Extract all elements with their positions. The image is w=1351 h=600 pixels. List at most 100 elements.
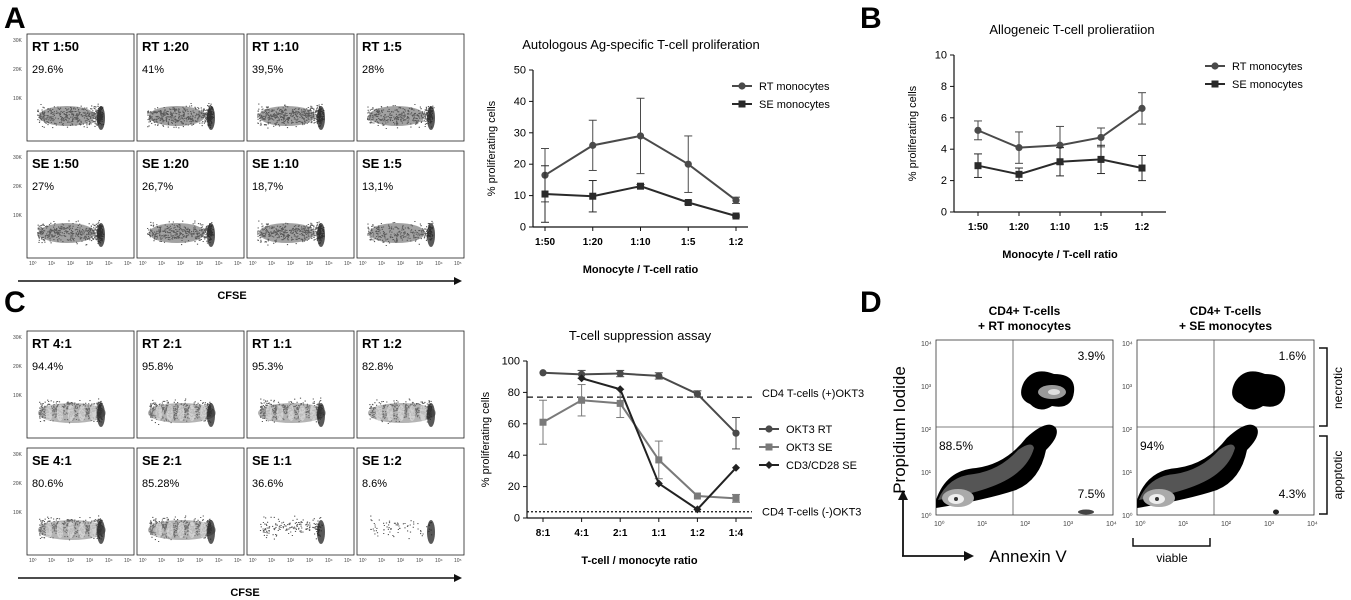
viable-bracket bbox=[1132, 538, 1211, 547]
flow-plot-label: RT 1:5 bbox=[362, 39, 402, 54]
legend-label: SE monocytes bbox=[759, 99, 830, 111]
flow-plot-label: SE 2:1 bbox=[142, 453, 182, 468]
upper-right-percent: 3.9% bbox=[1078, 349, 1106, 363]
flow-plot-label: SE 1:2 bbox=[362, 453, 402, 468]
flow-plot-label: SE 4:1 bbox=[32, 453, 72, 468]
x-tick-label: 1:2 bbox=[690, 528, 705, 539]
x-tick: 10⁰ bbox=[1135, 520, 1146, 528]
flow-plot-label: SE 1:5 bbox=[362, 156, 402, 171]
y-tick-label: 20 bbox=[508, 481, 520, 493]
panel-a-flow-grid: RT 1:50 29.6% 30K 20K 10K RT 1:20 41% RT 1:10 39… bbox=[13, 33, 465, 267]
flow-y-tick: 30K bbox=[13, 38, 23, 44]
chart-suppression-assay: T-cell suppression assay 0 20 40 60 80 100 8:1 4… bbox=[480, 328, 864, 567]
flow-x-tick: 10⁴ bbox=[105, 558, 113, 564]
late-population bbox=[1273, 509, 1279, 515]
y-tick: 10² bbox=[1122, 427, 1133, 434]
y-tick-label: 100 bbox=[502, 356, 520, 368]
reference-label: CD4 T-cells (+)OKT3 bbox=[762, 388, 864, 400]
x-tick-label: 1:20 bbox=[583, 237, 603, 248]
series-line bbox=[542, 371, 737, 434]
y-tick-label: 0 bbox=[941, 207, 947, 219]
data-point bbox=[589, 141, 597, 149]
flow-x-tick: 10⁰ bbox=[359, 558, 367, 564]
flow-plot-undivided bbox=[207, 520, 215, 544]
data-point bbox=[1015, 144, 1023, 152]
flow-x-tick: 10¹ bbox=[48, 558, 56, 564]
panel-c-flow-grid: RT 4:1 94.4% 30K 20K 10K RT 2:1 95.8% RT 1:1 95.… bbox=[13, 330, 465, 564]
flow-plot: RT 1:5 28% bbox=[356, 33, 465, 142]
x-tick-label: 4:1 bbox=[574, 528, 589, 539]
x-tick-label: 2:1 bbox=[613, 528, 628, 539]
flow-x-tick: 10⁴ bbox=[325, 261, 333, 267]
flow-plot-label: SE 1:50 bbox=[32, 156, 79, 171]
x-tick: 10¹ bbox=[1178, 521, 1189, 528]
flow-plot-core bbox=[39, 223, 95, 243]
flow-plot: RT 1:10 39,5% bbox=[246, 33, 355, 142]
data-point bbox=[654, 479, 663, 488]
flow-x-tick: 10⁰ bbox=[139, 558, 147, 564]
y-tick: 10⁴ bbox=[921, 341, 932, 348]
data-point bbox=[732, 429, 740, 437]
viable-contour bbox=[938, 444, 1034, 500]
flow-plot: RT 1:50 29.6% 30K 20K 10K bbox=[13, 33, 135, 142]
y-tick: 10¹ bbox=[1122, 470, 1133, 477]
flow-plot-peak bbox=[298, 405, 306, 421]
y-tick: 10² bbox=[921, 427, 932, 434]
data-point bbox=[1015, 170, 1023, 178]
flow-x-tick: 10⁰ bbox=[29, 558, 37, 564]
data-point bbox=[616, 399, 624, 407]
legend-label: CD3/CD28 SE bbox=[786, 460, 857, 472]
data-point bbox=[589, 192, 597, 200]
flow-plot-undivided bbox=[427, 106, 435, 130]
flow-plot-percent: 80.6% bbox=[32, 478, 63, 490]
flow-plot-peak bbox=[397, 405, 405, 421]
flow-x-tick: 10² bbox=[177, 558, 185, 564]
x-tick: 10³ bbox=[1063, 521, 1074, 528]
flow-plot-peak bbox=[375, 405, 383, 421]
panel-letter-d: D bbox=[860, 286, 882, 319]
y-tick-label: 2 bbox=[941, 175, 947, 187]
flow-plot-label: RT 1:2 bbox=[362, 336, 402, 351]
y-tick-label: 40 bbox=[508, 450, 520, 462]
flow-plot-label: RT 1:1 bbox=[252, 336, 292, 351]
y-tick: 10³ bbox=[1122, 384, 1133, 391]
data-point bbox=[693, 505, 702, 514]
annexin-plot: CD4+ T-cells+ RT monocytes 3.9% 88.5% 7.5% 1… bbox=[921, 304, 1117, 528]
flow-x-tick: 10⁵ bbox=[234, 261, 242, 267]
data-point bbox=[541, 190, 549, 198]
flow-x-tick: 10² bbox=[67, 261, 75, 267]
flow-plot-undivided bbox=[317, 106, 325, 130]
lower-left-percent: 94% bbox=[1140, 439, 1164, 453]
chart-title: T-cell suppression assay bbox=[569, 328, 712, 343]
y-tick-label: 0 bbox=[520, 222, 526, 234]
flow-y-tick: 20K bbox=[13, 67, 23, 73]
apoptotic-label: apoptotic bbox=[1331, 451, 1345, 500]
flow-x-tick: 10⁴ bbox=[435, 261, 443, 267]
flow-plot-peak bbox=[419, 405, 427, 421]
x-tick: 10² bbox=[1221, 521, 1232, 528]
flow-plot-undivided bbox=[317, 223, 325, 247]
panel-c-cfse-label: CFSE bbox=[230, 587, 259, 599]
flow-plot: SE 1:5 13,1% 10⁰ 10¹ 10² 10³ 10⁴ 10⁵ bbox=[356, 150, 465, 267]
viable-contour bbox=[1139, 444, 1235, 500]
data-point bbox=[974, 162, 982, 170]
flow-plot-peak bbox=[188, 405, 196, 421]
flow-plot-percent: 8.6% bbox=[362, 478, 387, 490]
pi-axis-arrowhead bbox=[898, 490, 908, 500]
data-point bbox=[655, 372, 663, 380]
data-point bbox=[738, 100, 746, 108]
x-tick: 10⁴ bbox=[1106, 521, 1117, 528]
plot-title-line1: CD4+ T-cells bbox=[1190, 304, 1262, 318]
x-tick-label: 1:20 bbox=[1009, 222, 1029, 233]
flow-x-tick: 10⁵ bbox=[454, 558, 462, 564]
x-axis-title: Monocyte / T-cell ratio bbox=[583, 264, 699, 276]
viable-label: viable bbox=[1156, 551, 1188, 565]
flow-plot-percent: 94.4% bbox=[32, 361, 63, 373]
data-point bbox=[1211, 62, 1219, 70]
flow-y-tick: 30K bbox=[13, 335, 23, 341]
flow-plot-label: RT 2:1 bbox=[142, 336, 182, 351]
flow-plot-percent: 29.6% bbox=[32, 64, 63, 76]
flow-plot-undivided bbox=[427, 223, 435, 247]
flow-plot: RT 1:20 41% bbox=[136, 33, 245, 142]
data-point bbox=[637, 182, 644, 190]
